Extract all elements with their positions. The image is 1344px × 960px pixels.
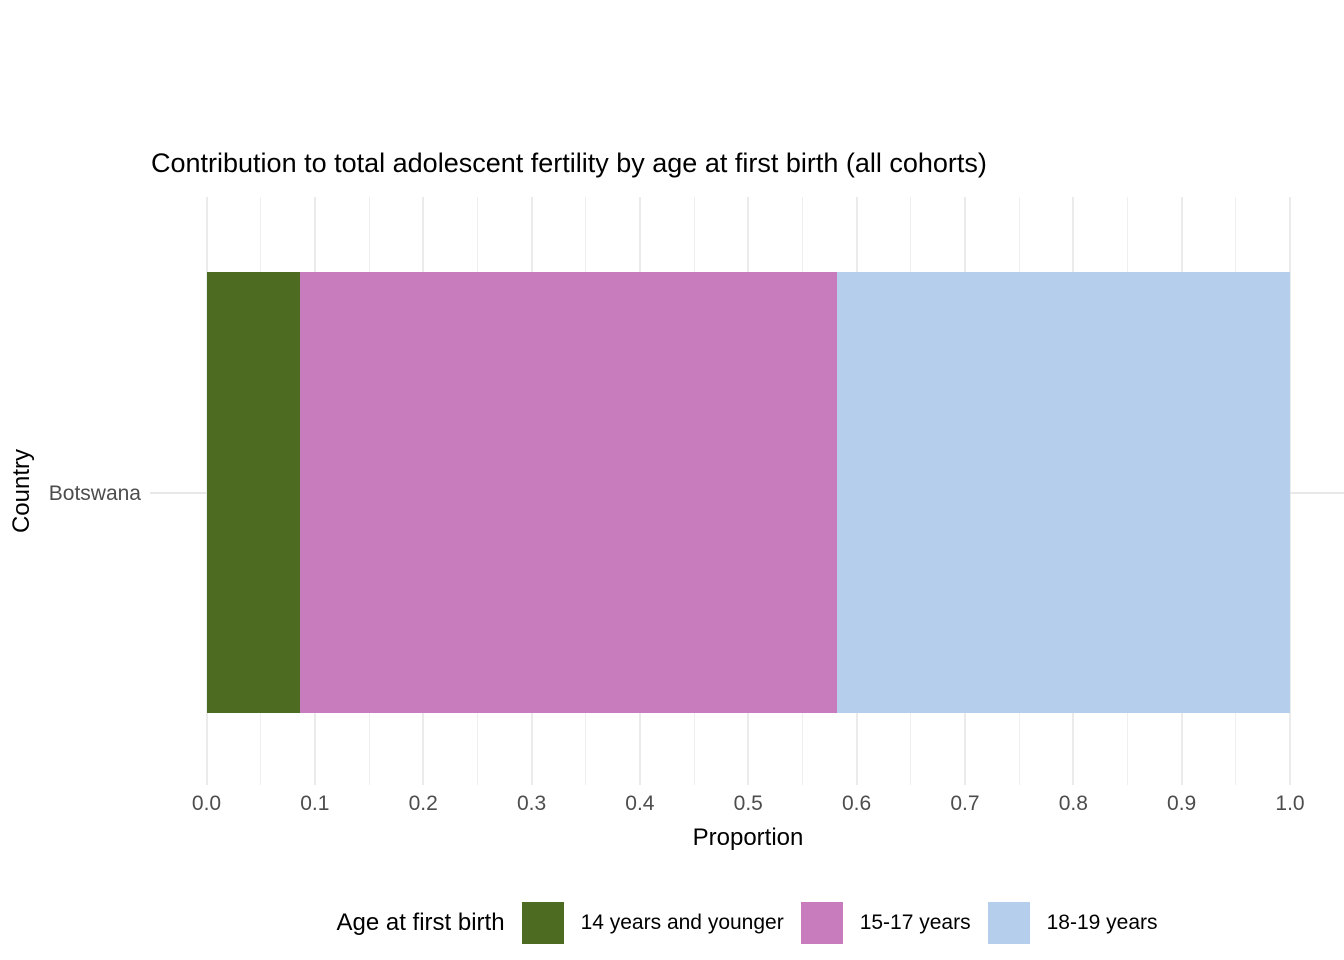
legend-item-14-years-and-younger: 14 years and younger <box>521 902 784 944</box>
bar-segment-14-years-and-younger <box>206 272 300 713</box>
plot-panel <box>150 197 1344 785</box>
chart-title: Contribution to total adolescent fertili… <box>151 148 987 178</box>
legend-label: 14 years and younger <box>580 911 784 934</box>
x-tick-label-0.6: 0.6 <box>841 792 872 815</box>
x-tick-label-0.3: 0.3 <box>516 792 547 815</box>
x-axis-title: Proportion <box>692 824 804 851</box>
x-tick-label-0.5: 0.5 <box>733 792 763 815</box>
x-tick-label-0.9: 0.9 <box>1167 792 1197 815</box>
x-tick-label-0.7: 0.7 <box>950 792 980 815</box>
legend-swatch-icon <box>800 902 843 944</box>
major-gridline-1.00 <box>1289 197 1291 785</box>
legend-label: 18-19 years <box>1046 911 1158 934</box>
x-tick-label-0.2: 0.2 <box>408 792 438 815</box>
bar-segment-15-17-years <box>299 272 838 713</box>
legend-title: Age at first birth <box>336 909 505 936</box>
legend-swatch-icon <box>987 902 1030 944</box>
legend-item-15-17-years: 15-17 years <box>800 902 971 944</box>
x-tick-label-0.4: 0.4 <box>625 792 655 815</box>
x-tick-label-1.0: 1.0 <box>1275 792 1305 815</box>
bar-segment-18-19-years <box>837 272 1290 713</box>
legend: Age at first birth 14 years and younger 1… <box>150 897 1344 949</box>
x-tick-label-0.1: 0.1 <box>300 792 330 815</box>
legend-swatch-icon <box>521 902 564 944</box>
stacked-bar-botswana <box>150 272 1344 713</box>
y-tick-label-botswana: Botswana <box>48 482 141 505</box>
legend-item-18-19-years: 18-19 years <box>987 902 1158 944</box>
legend-label: 15-17 years <box>859 911 971 934</box>
x-tick-label-0.8: 0.8 <box>1058 792 1088 815</box>
x-tick-label-0.0: 0.0 <box>191 792 222 815</box>
